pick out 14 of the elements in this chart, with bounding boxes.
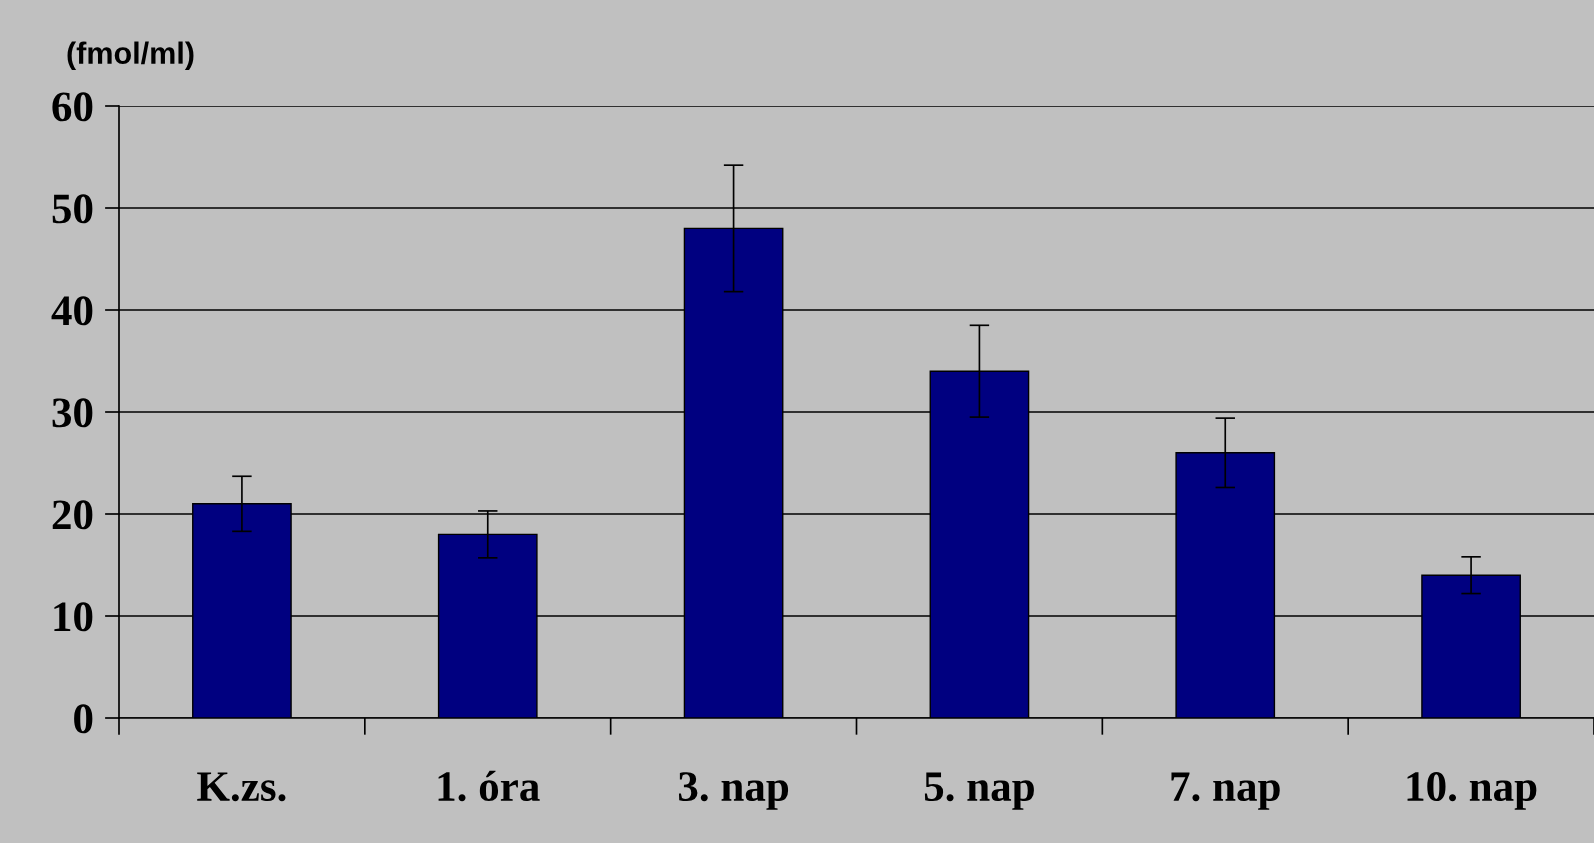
y-tick-label: 0	[74, 704, 93, 734]
x-tick-label: 1. óra	[438, 770, 540, 802]
x-tick-label: 7. nap	[1171, 772, 1280, 810]
y-tick-label: 40	[51, 296, 93, 326]
y-tick-label: 30	[52, 398, 93, 428]
y-tick-label: 60	[52, 92, 93, 122]
x-tick-label: 3. nap	[678, 772, 789, 810]
y-tick-label: 50	[52, 194, 93, 224]
x-tick-label: 5. nap	[924, 772, 1034, 810]
x-tick-label: K.zs.	[197, 772, 286, 802]
x-tick-label: 10. nap	[1407, 772, 1537, 810]
y-tick-label: 20	[52, 500, 93, 530]
y-tick-label: 10	[54, 602, 93, 632]
y-axis-title: (fmol/ml)	[67, 41, 194, 70]
